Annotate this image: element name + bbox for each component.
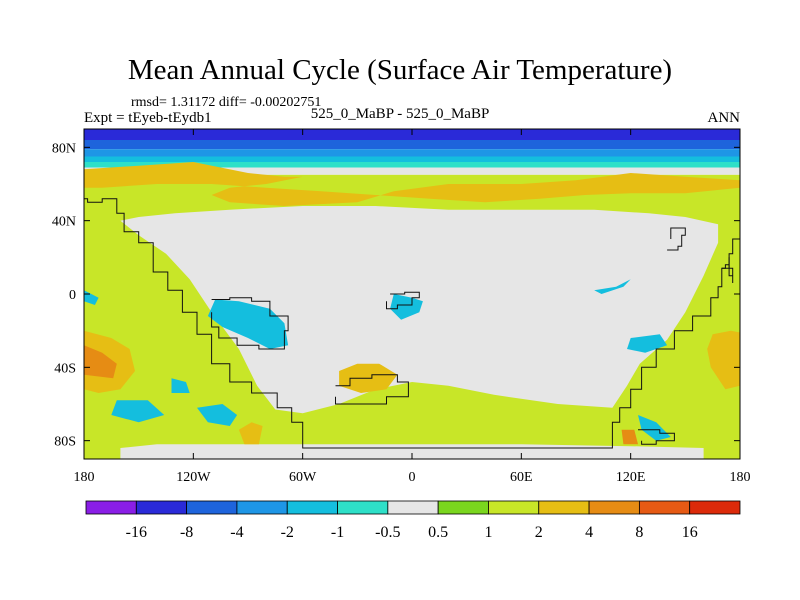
coastline-6 [638, 429, 675, 445]
x-tick-label-1: 120W [176, 470, 211, 485]
colorbar-swatch-10 [588, 500, 640, 515]
colorbar-label-8: 2 [535, 524, 543, 541]
colorbar-swatch-0 [85, 500, 137, 515]
colorbar-label-9: 4 [585, 524, 593, 541]
y-tick-label-4: 80S [54, 435, 76, 450]
y-tick-label-2: 0 [69, 288, 76, 303]
anomaly-region-13 [197, 404, 238, 426]
anomaly-region-12 [171, 378, 190, 393]
colorbar-label-10: 8 [635, 524, 643, 541]
colorbar-label-4: -1 [331, 524, 344, 541]
colorbar: -16 -8 -4 -2 -1 -0.5 0.5 1 2 4 8 16 [85, 500, 741, 541]
season-label: ANN [707, 110, 741, 126]
anomaly-region-2 [84, 162, 740, 206]
rmsd-diff-stats: rmsd= 1.31172 diff= -0.00202751 [131, 95, 322, 110]
colorbar-swatch-12 [689, 500, 741, 515]
coastline-4 [335, 374, 409, 405]
colorbar-swatch-6 [387, 500, 439, 515]
colorbar-label-1: -8 [180, 524, 193, 541]
axes: 180 120W 60W 0 60E 120E 180 80N 40N 0 40S 80S [52, 129, 751, 485]
colorbar-swatch-3 [236, 500, 288, 515]
anomaly-region-7 [84, 345, 117, 379]
coastline-2 [211, 297, 289, 350]
colorbar-swatch-1 [135, 500, 188, 515]
colorbar-swatch-7 [437, 500, 489, 515]
anomaly-region-16 [594, 279, 631, 294]
x-tick-label-3: 0 [409, 470, 416, 485]
colorbar-swatch-2 [186, 500, 238, 515]
colorbar-label-3: -2 [281, 524, 294, 541]
colorbar-label-6: 0.5 [428, 524, 448, 541]
anomaly-region-14 [111, 400, 165, 423]
zonal-band-5 [84, 167, 740, 175]
colorbar-swatch-11 [638, 500, 691, 515]
colorbar-swatch-4 [286, 500, 338, 515]
anomaly-region-4 [707, 330, 740, 390]
chart-title: Mean Annual Cycle (Surface Air Temperatu… [127, 54, 673, 86]
zonal-band-1 [84, 140, 740, 150]
coastline-1 [721, 257, 734, 283]
x-tick-label-2: 60W [289, 470, 317, 485]
x-tick-label-4: 60E [510, 470, 533, 485]
colorbar-label-11: 16 [682, 524, 698, 541]
colorbar-swatch-9 [538, 500, 590, 515]
colorbar-label-7: 1 [484, 524, 492, 541]
coastline-3 [386, 291, 420, 310]
anomaly-region-8 [621, 429, 638, 445]
colorbar-label-0: -16 [126, 524, 147, 541]
colorbar-swatch-5 [337, 500, 389, 515]
x-tick-label-5: 120E [616, 470, 646, 485]
y-tick-label-3: 40S [54, 361, 76, 376]
x-tick-label-0: 180 [74, 470, 95, 485]
anomaly-region-11 [627, 334, 668, 353]
coastline-0 [84, 198, 740, 449]
zonal-band-2 [84, 149, 740, 157]
anomaly-region-10 [390, 294, 423, 320]
map-field [84, 129, 740, 459]
anomaly-region-9 [207, 299, 289, 349]
y-tick-label-1: 40N [52, 215, 76, 230]
coastline-5 [667, 227, 686, 251]
x-tick-label-6: 180 [730, 470, 751, 485]
y-tick-label-0: 80N [52, 141, 76, 156]
anomaly-region-15 [638, 415, 671, 441]
zonal-band-3 [84, 156, 740, 162]
colorbar-label-2: -4 [230, 524, 243, 541]
case-label: 525_0_MaBP - 525_0_MaBP [310, 106, 490, 122]
colorbar-swatch-8 [488, 500, 540, 515]
coastlines [84, 198, 740, 449]
colorbar-label-5: -0.5 [375, 524, 400, 541]
zonal-band-4 [84, 162, 740, 168]
experiment-label: Expt = tEyeb-tEydb1 [84, 110, 212, 126]
anomaly-region-6 [238, 422, 263, 445]
